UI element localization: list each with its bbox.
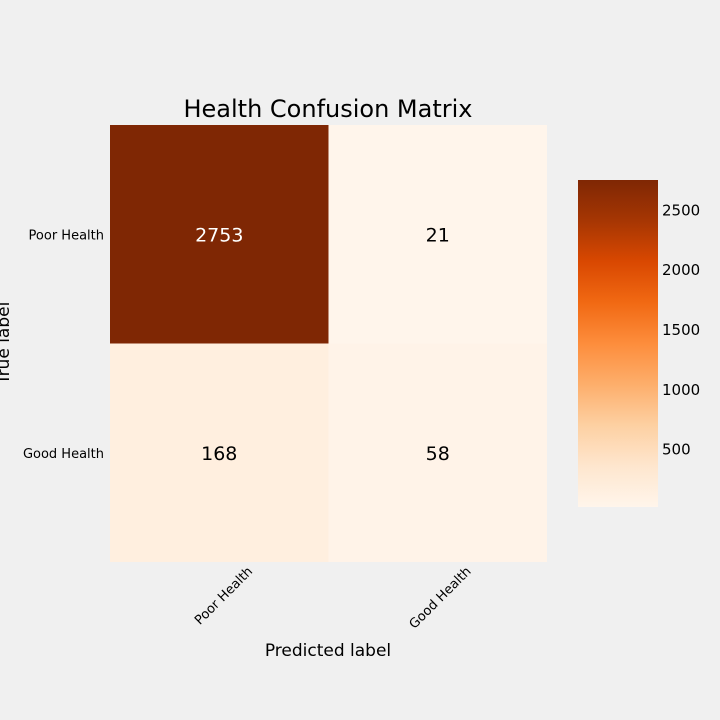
heatmap-cell (328, 125, 547, 344)
colorbar-tick-label: 500 (662, 441, 691, 459)
x-tick-label: Poor Health (192, 564, 256, 628)
colorbar-tick-label: 2000 (662, 261, 700, 279)
y-axis-label: True label (0, 302, 14, 386)
cell-value-label: 21 (426, 224, 450, 246)
cell-value-label: 2753 (195, 224, 243, 246)
cell-value-label: 168 (201, 443, 237, 465)
x-tick-labels: Poor Health Good Health (192, 564, 474, 632)
colorbar-tick-label: 1000 (662, 381, 700, 399)
y-tick-label: Poor Health (29, 228, 104, 243)
heatmap-cell (328, 343, 547, 562)
heatmap-cell (110, 125, 329, 344)
x-tick-label: Good Health (407, 564, 475, 632)
heatmap-cell-labels: 2753 21 168 58 (195, 224, 450, 465)
cell-value-label: 58 (426, 443, 450, 465)
x-axis-label: Predicted label (265, 641, 391, 661)
colorbar (578, 180, 658, 507)
y-tick-labels: Poor Health Good Health (23, 228, 104, 462)
heatmap-cells (110, 125, 547, 562)
chart-title: Health Confusion Matrix (183, 95, 472, 123)
colorbar-tick-label: 1500 (662, 321, 700, 339)
colorbar-tick-label: 2500 (662, 201, 700, 219)
heatmap-cell (110, 343, 329, 562)
colorbar-tick-labels: 500 1000 1500 2000 2500 (662, 201, 700, 458)
y-tick-label: Good Health (23, 447, 104, 462)
